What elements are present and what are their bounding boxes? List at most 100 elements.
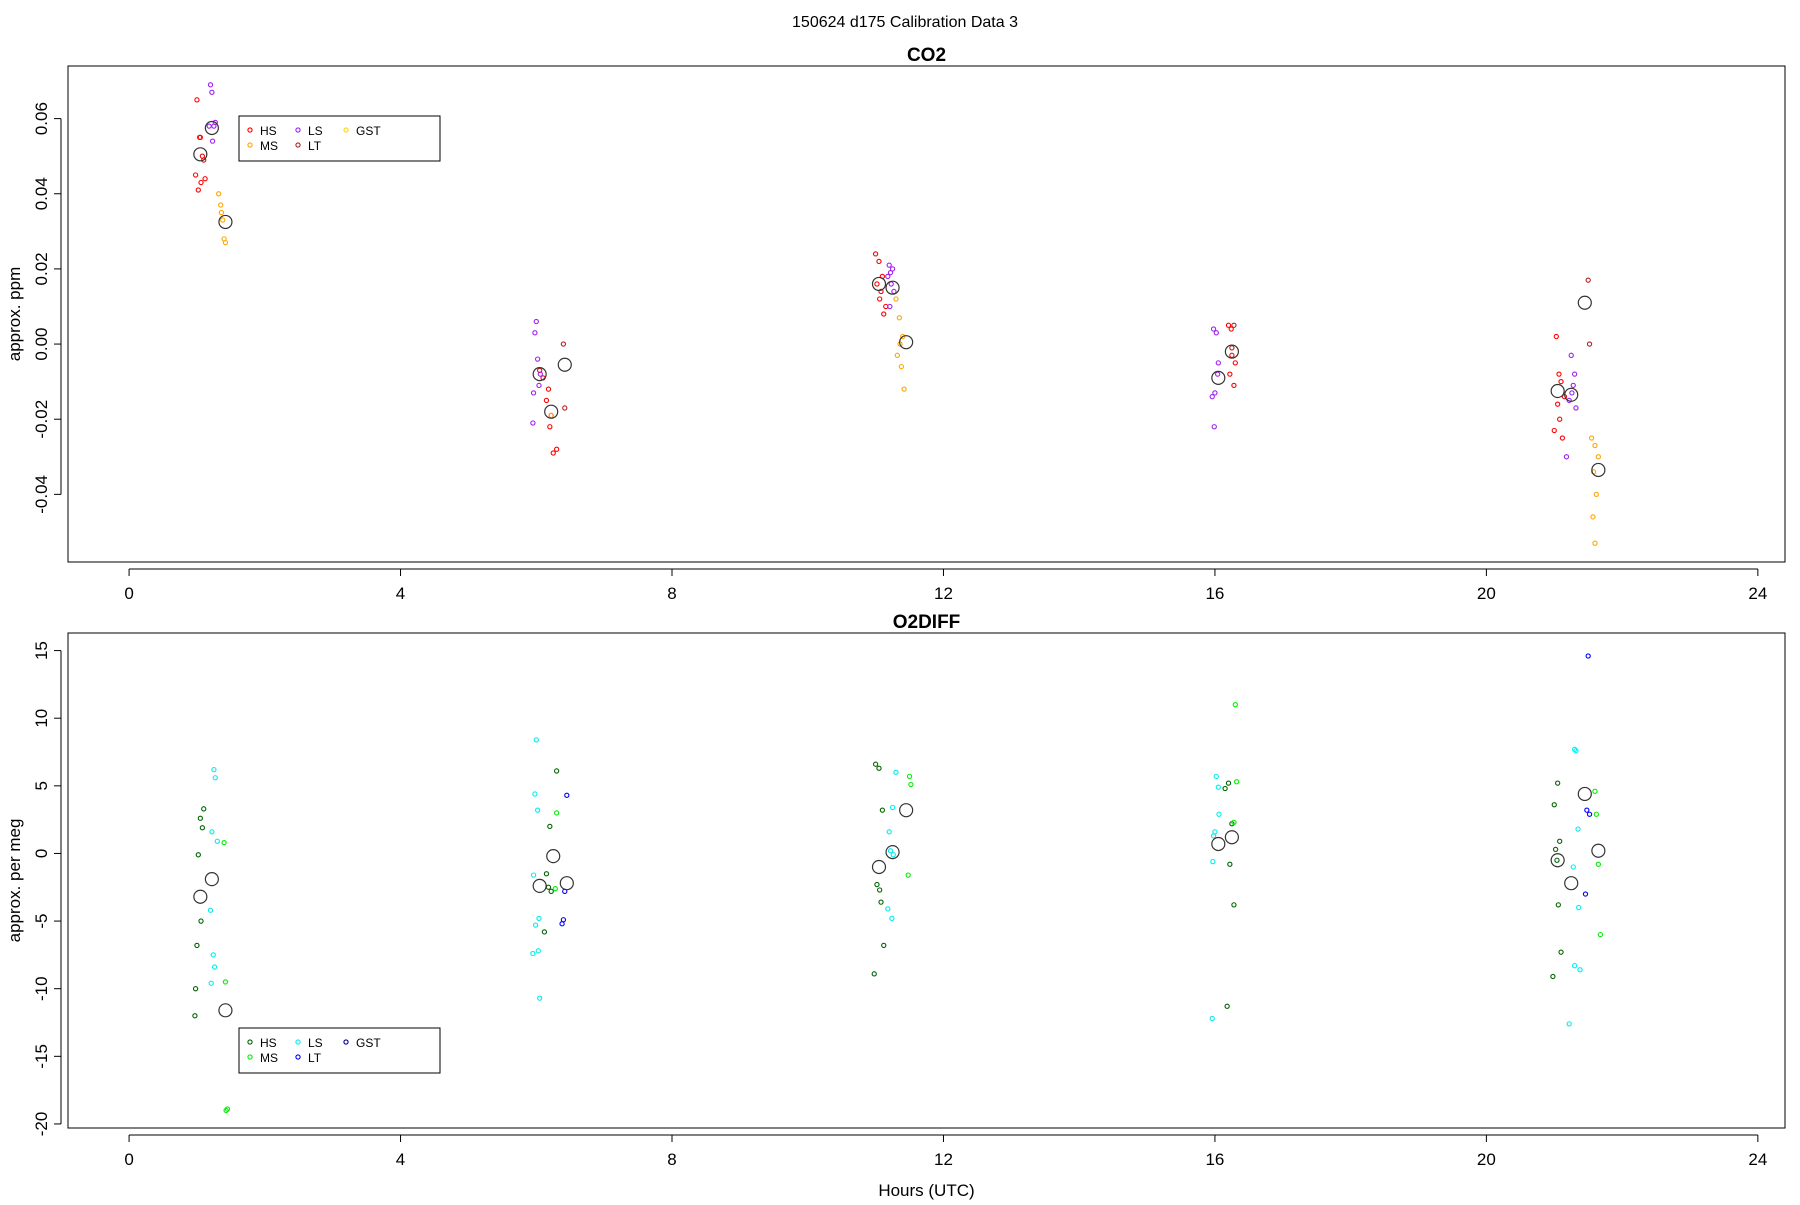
data-point [886, 262, 892, 268]
data-point [1595, 454, 1602, 460]
data-point [1584, 807, 1590, 813]
legend-label: LS [308, 1036, 323, 1050]
x-tick-label: 4 [396, 1150, 405, 1169]
series-ms [216, 191, 1602, 546]
mean-marker [204, 872, 219, 887]
data-point [530, 872, 537, 878]
legend-label: LS [308, 124, 323, 138]
data-point [901, 386, 907, 392]
mean-marker [218, 214, 233, 230]
data-point [874, 881, 880, 888]
data-point [537, 995, 543, 1001]
data-point [1585, 653, 1591, 659]
mean-marker [218, 1003, 233, 1018]
data-point [877, 296, 883, 302]
mean-marker [1591, 843, 1606, 858]
mean-marker [557, 357, 572, 372]
plot-frame [67, 65, 1786, 563]
mean-marker [1564, 876, 1579, 891]
data-point [1233, 779, 1240, 785]
series-lt [560, 277, 1593, 411]
legend-label: MS [260, 139, 278, 153]
mean-marker [1211, 370, 1226, 385]
legend-label: LT [308, 1051, 322, 1065]
data-point [553, 768, 560, 774]
data-point [222, 979, 229, 985]
data-point [548, 412, 554, 419]
data-point [1213, 773, 1219, 780]
data-point [1573, 748, 1579, 754]
data-point [1229, 352, 1235, 358]
data-point [216, 191, 222, 197]
data-point [550, 450, 556, 456]
legend-box [238, 115, 441, 162]
data-point [1215, 784, 1221, 790]
data-point [1569, 390, 1575, 396]
data-point [547, 823, 553, 830]
data-point [1577, 967, 1583, 973]
data-point [1597, 931, 1604, 938]
mean-marker [871, 859, 887, 875]
data-point [1552, 846, 1559, 853]
data-point [889, 915, 895, 922]
data-point [890, 852, 896, 858]
mean-marker [193, 889, 208, 904]
panel-co2: CO2 0 4 8 12 16 20 24 -0.04 -0.02 0.00 0.02 0.04 0.06… [5, 45, 1786, 603]
mean-marker [546, 849, 561, 864]
data-point [1210, 858, 1216, 865]
data-point [218, 209, 225, 216]
mean-marker [1564, 387, 1579, 402]
data-point [885, 906, 891, 912]
data-point [1215, 360, 1221, 366]
data-point [905, 872, 911, 878]
data-point [202, 176, 208, 182]
mean-marker [532, 878, 547, 894]
mean-marker [1224, 830, 1239, 845]
data-point [1209, 394, 1215, 400]
data-point [887, 303, 893, 310]
data-point [210, 952, 216, 958]
y-tick-label: 5 [32, 781, 51, 790]
legend-box [238, 1027, 441, 1074]
y-tick-label: 0.00 [32, 328, 51, 361]
data-point [1570, 864, 1576, 870]
data-point [1225, 780, 1232, 786]
data-point [192, 1013, 198, 1019]
data-point [212, 119, 218, 126]
data-point [889, 266, 896, 272]
data-point [893, 769, 899, 775]
data-point [534, 807, 541, 813]
data-point [1227, 861, 1233, 867]
data-point [548, 888, 554, 894]
data-point [874, 281, 880, 287]
data-point [209, 89, 215, 95]
data-point [1553, 333, 1559, 340]
data-point [1212, 390, 1218, 396]
data-point [224, 1106, 231, 1112]
data-point [1588, 435, 1595, 441]
mean-marker [1224, 344, 1239, 359]
y-tick-label: -0.04 [32, 475, 51, 514]
data-point [532, 922, 539, 928]
data-point [1558, 949, 1564, 955]
mean-marker [1591, 462, 1606, 478]
data-point [530, 420, 536, 426]
data-point [1216, 811, 1222, 817]
y-axis-title: approx. ppm [5, 267, 24, 362]
data-point [1582, 891, 1589, 897]
data-point [1576, 904, 1582, 911]
y-tick-label: 0.02 [32, 252, 51, 285]
data-point [1566, 1021, 1572, 1027]
data-point [536, 382, 542, 389]
data-point [197, 815, 203, 821]
legend-marker [247, 142, 253, 148]
data-point [532, 791, 538, 797]
y-tick-label: 0 [32, 849, 51, 858]
data-point [896, 315, 903, 321]
data-point [887, 848, 894, 854]
data-point [1586, 811, 1593, 817]
legend-marker [295, 1054, 301, 1060]
data-point [545, 386, 552, 392]
